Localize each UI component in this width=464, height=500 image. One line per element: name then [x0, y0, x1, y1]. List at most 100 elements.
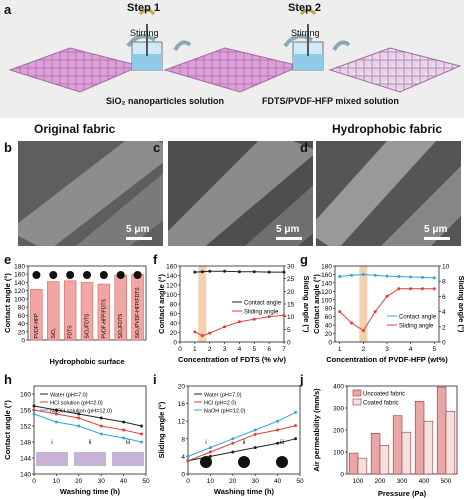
series-line: [33, 405, 142, 427]
data-point: [99, 424, 103, 428]
x-tick-label: 20: [75, 478, 83, 485]
y-tick-label: 120: [166, 283, 177, 290]
bar: [436, 386, 447, 475]
y-tick-label: 80: [18, 305, 26, 312]
data-point: [409, 287, 413, 291]
data-point: [77, 412, 81, 416]
x-axis-label: Hydrophobic surface: [49, 357, 124, 366]
data-point: [252, 317, 256, 321]
legend-label: Coated fabric: [363, 401, 399, 407]
panel-label-i: i: [153, 372, 157, 387]
annotation-label: iii: [280, 440, 284, 446]
data-point: [294, 424, 298, 428]
bar-category-label: FDTS: [68, 325, 74, 339]
data-point: [361, 329, 365, 333]
data-point: [276, 441, 280, 445]
y-tick-label: 4: [181, 454, 185, 461]
data-point: [122, 428, 126, 432]
droplet-icon: [32, 271, 41, 279]
bar-category-label: SiO₂: [51, 328, 57, 338]
data-point: [253, 446, 257, 450]
y-axis-label: Contact angle (°): [157, 274, 166, 334]
bar: [47, 281, 60, 341]
beaker-1: [131, 24, 163, 71]
original-fabric: [8, 47, 142, 93]
bar: [357, 457, 368, 475]
bar: [97, 283, 111, 341]
legend-label: NaOH solution (pH=12.0): [50, 409, 112, 415]
y-tick-label: 20: [325, 331, 333, 338]
data-point: [140, 424, 144, 428]
x-tick-label: 5: [432, 346, 436, 353]
step2-label: Step 2: [288, 2, 322, 14]
series-line: [187, 425, 296, 462]
x-axis-label: Washing time (h): [60, 487, 121, 496]
y-tick-label: 200: [333, 428, 344, 435]
y-tick-label: 140: [166, 273, 177, 280]
step1-label: Step 1: [127, 2, 161, 14]
x-tick-label: 0: [186, 478, 190, 485]
data-point: [32, 408, 36, 412]
data-point: [385, 274, 389, 278]
x-tick-label: 40: [274, 478, 282, 485]
x-axis-label: Concentration of PVDF-HFP (wt%): [326, 355, 448, 364]
x-tick-label: 0: [178, 346, 182, 353]
legend-label: Sliding angle: [399, 324, 434, 330]
y2-axis-label: Sliding angle (°): [302, 276, 309, 333]
y-tick-label: 160: [321, 272, 332, 279]
data-point: [252, 270, 256, 274]
y-tick-label: 140: [321, 280, 332, 287]
y2-tick-label: 30: [287, 264, 295, 271]
y-tick-label: 156: [20, 408, 31, 415]
data-point: [223, 269, 227, 273]
y-tick-label: 300: [333, 406, 344, 413]
data-point: [32, 404, 36, 408]
x-tick-label: 2: [208, 346, 212, 353]
beaker-2: [292, 24, 324, 71]
sem-image-hydrophobic: 5 μm: [316, 141, 461, 246]
bar-category-label: SiO₂/FDTS: [85, 313, 91, 338]
panel-label-c: c: [153, 140, 161, 155]
y-axis-label: Contact angle (°): [3, 400, 12, 460]
x-tick-label: 100: [353, 478, 364, 485]
x-axis-label: Washing time (h): [214, 487, 275, 496]
data-point: [208, 450, 212, 454]
schematic-svg: [8, 8, 462, 93]
droplet-icon: [276, 456, 288, 468]
droplet-icon: [83, 271, 91, 279]
y-tick-label: 100: [333, 450, 344, 457]
y-tick-label: 144: [20, 456, 31, 463]
y2-tick-label: 5: [287, 327, 291, 334]
scale-bar-b: [126, 237, 152, 240]
highlight-band: [198, 266, 207, 342]
y-axis-label: Contact angle (°): [3, 273, 12, 333]
y-tick-label: 20: [18, 329, 26, 336]
stirring2-label: Stirring: [291, 28, 320, 38]
solution1-label: SiO₂ nanoparticles solution: [106, 96, 225, 106]
data-point: [361, 272, 365, 276]
y2-tick-label: 10: [442, 264, 450, 271]
x-tick-label: 1: [338, 346, 342, 353]
data-point: [208, 269, 212, 273]
stir-icon-1: [138, 8, 156, 16]
panel-label-j: j: [300, 372, 304, 387]
y2-tick-label: 15: [287, 302, 295, 309]
data-point: [99, 432, 103, 436]
arrow-3: [283, 34, 314, 48]
y-tick-label: 160: [166, 264, 177, 271]
data-point: [385, 294, 389, 298]
y-tick-label: 160: [14, 272, 25, 279]
legend-label: Contact angle: [244, 301, 282, 307]
schematic-panel: a Step 1 Step 2 Stirring Stirring SiO₂ n…: [0, 0, 464, 118]
data-point: [253, 428, 257, 432]
legend-label: Sliding angle: [244, 310, 279, 316]
y2-tick-label: 25: [287, 276, 295, 283]
data-point: [253, 432, 257, 436]
data-point: [294, 437, 298, 441]
data-point: [54, 408, 58, 412]
data-point: [122, 420, 126, 424]
data-point: [122, 436, 126, 440]
data-point: [140, 440, 144, 444]
